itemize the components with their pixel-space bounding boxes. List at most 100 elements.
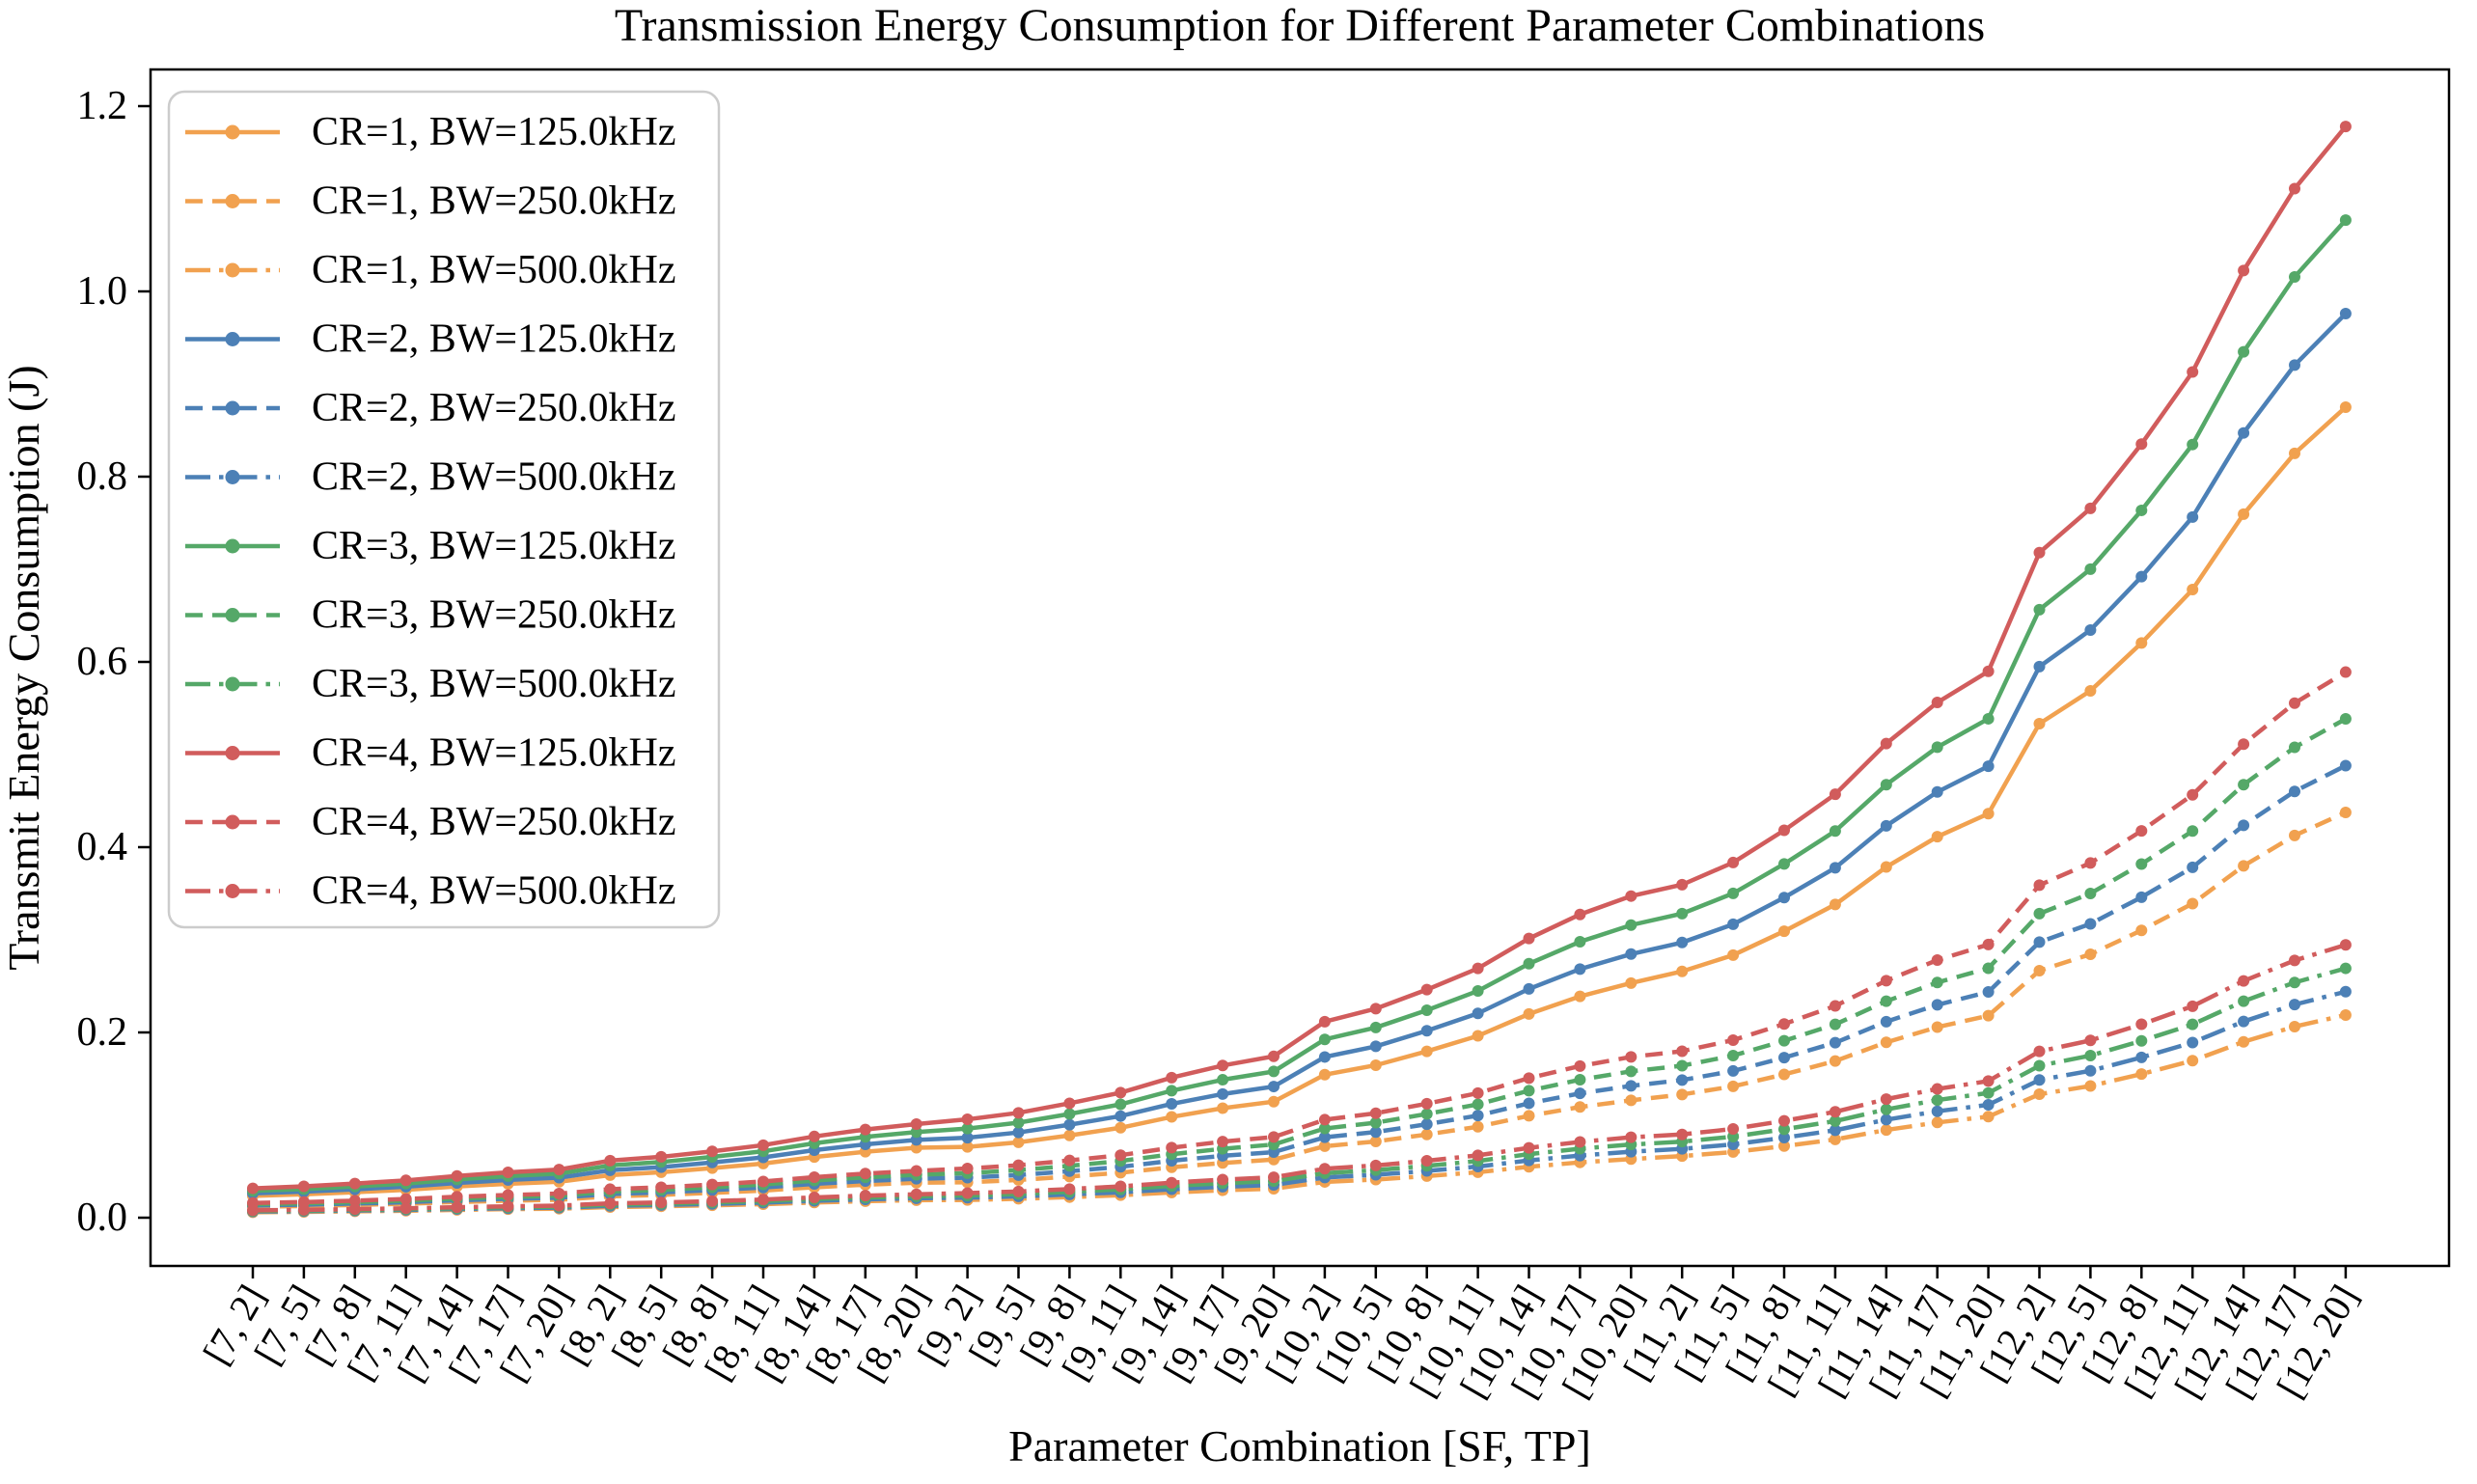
data-point-marker xyxy=(297,1180,310,1193)
data-point-marker xyxy=(1063,1118,1076,1131)
data-point-marker xyxy=(1625,1131,1638,1143)
data-point-marker xyxy=(1829,1114,1841,1127)
data-point-marker xyxy=(2033,1045,2046,1058)
data-point-marker xyxy=(451,1201,463,1214)
data-point-marker xyxy=(1523,1110,1535,1122)
data-point-marker xyxy=(1574,1073,1586,1086)
data-point-marker xyxy=(1115,1149,1127,1162)
data-point-marker xyxy=(2339,962,2352,975)
data-point-marker xyxy=(1778,1018,1790,1031)
legend-marker xyxy=(225,470,240,484)
data-point-marker xyxy=(1880,1103,1892,1115)
data-point-marker xyxy=(1931,1105,1943,1117)
y-tick-label: 0.6 xyxy=(77,640,128,684)
data-point-marker xyxy=(1982,1009,1995,1022)
data-point-marker xyxy=(1369,1003,1382,1015)
data-point-marker xyxy=(1420,1025,1433,1037)
data-point-marker xyxy=(1880,1036,1892,1049)
legend-entry: CR=2, BW=500.0kHz xyxy=(185,455,676,500)
data-point-marker xyxy=(604,1197,617,1210)
data-point-marker xyxy=(1829,1000,1841,1012)
data-point-marker xyxy=(553,1164,565,1176)
data-point-marker xyxy=(1369,1021,1382,1033)
series-cr-4-bw-500-0khz xyxy=(247,939,2352,1217)
legend-marker xyxy=(225,194,240,208)
data-point-marker xyxy=(2238,738,2250,751)
data-point-marker xyxy=(2289,697,2300,709)
data-point-marker xyxy=(348,1203,361,1216)
data-point-marker xyxy=(1778,1132,1790,1144)
data-point-marker xyxy=(1268,1065,1280,1078)
data-point-marker xyxy=(2135,637,2148,649)
legend-label: CR=1, BW=250.0kHz xyxy=(312,179,676,224)
data-point-marker xyxy=(1778,1123,1790,1136)
data-point-marker xyxy=(2033,603,2046,616)
data-point-marker xyxy=(1931,831,1943,843)
legend-entry: CR=4, BW=500.0kHz xyxy=(185,869,676,914)
data-point-marker xyxy=(2033,964,2046,976)
y-tick-label: 0.4 xyxy=(77,825,128,869)
data-point-marker xyxy=(2033,907,2046,920)
data-point-marker xyxy=(2135,924,2148,937)
data-point-marker xyxy=(1369,1135,1382,1147)
legend-marker xyxy=(225,262,240,278)
data-point-marker xyxy=(1523,1141,1535,1154)
data-point-marker xyxy=(1063,1097,1076,1110)
data-point-marker xyxy=(1369,1159,1382,1171)
data-point-marker xyxy=(1472,962,1484,975)
data-point-marker xyxy=(2289,741,2300,754)
data-point-marker xyxy=(2135,438,2148,451)
data-point-marker xyxy=(1318,1033,1331,1046)
data-point-marker xyxy=(1012,1116,1025,1129)
legend-label: CR=3, BW=250.0kHz xyxy=(312,593,676,638)
data-point-marker xyxy=(1420,1097,1433,1110)
data-point-marker xyxy=(1420,1108,1433,1120)
data-point-marker xyxy=(1625,1080,1638,1092)
data-point-marker xyxy=(502,1200,514,1213)
data-point-marker xyxy=(1166,1111,1178,1123)
series-line xyxy=(252,763,2347,1208)
data-point-marker xyxy=(1880,975,1892,987)
data-point-marker xyxy=(2238,1015,2250,1028)
data-point-marker xyxy=(1829,1133,1841,1145)
data-point-marker xyxy=(2084,1064,2097,1077)
data-point-marker xyxy=(1012,1185,1025,1197)
data-point-marker xyxy=(348,1177,361,1190)
data-point-marker xyxy=(2339,666,2352,678)
legend-entry: CR=4, BW=250.0kHz xyxy=(185,800,676,844)
x-axis-label: Parameter Combination [SF, TP] xyxy=(1008,1421,1591,1470)
legend-label: CR=2, BW=250.0kHz xyxy=(312,386,676,430)
data-point-marker xyxy=(1982,1075,1995,1087)
data-point-marker xyxy=(1727,1080,1740,1092)
data-point-marker xyxy=(1880,1015,1892,1028)
data-point-marker xyxy=(2187,1055,2199,1067)
data-point-marker xyxy=(2033,546,2046,559)
legend-entry: CR=2, BW=125.0kHz xyxy=(185,317,676,362)
data-point-marker xyxy=(1727,1033,1740,1046)
data-point-marker xyxy=(2084,563,2097,575)
y-tick-label: 0.2 xyxy=(77,1010,128,1055)
data-point-marker xyxy=(1880,1113,1892,1126)
data-point-marker xyxy=(961,1132,974,1144)
data-point-marker xyxy=(1931,1094,1943,1107)
series-layer xyxy=(247,121,2352,1219)
data-point-marker xyxy=(1982,760,1995,773)
data-point-marker xyxy=(859,1123,871,1136)
data-point-marker xyxy=(1829,788,1841,801)
legend-entry: CR=3, BW=125.0kHz xyxy=(185,524,676,568)
legend-box xyxy=(167,90,721,929)
data-point-marker xyxy=(2084,502,2097,514)
data-point-marker xyxy=(1574,1059,1586,1072)
data-point-marker xyxy=(2135,891,2148,903)
data-point-marker xyxy=(1982,938,1995,950)
data-point-marker xyxy=(2187,510,2199,523)
data-point-marker xyxy=(2033,1059,2046,1072)
data-point-marker xyxy=(1369,1058,1382,1071)
data-point-marker xyxy=(2135,504,2148,516)
data-point-marker xyxy=(2289,976,2300,989)
data-point-marker xyxy=(2187,861,2199,873)
y-tick-label: 1.2 xyxy=(77,84,128,128)
data-point-marker xyxy=(1574,908,1586,921)
y-axis-label: Transmit Energy Consumption (J) xyxy=(0,365,48,970)
